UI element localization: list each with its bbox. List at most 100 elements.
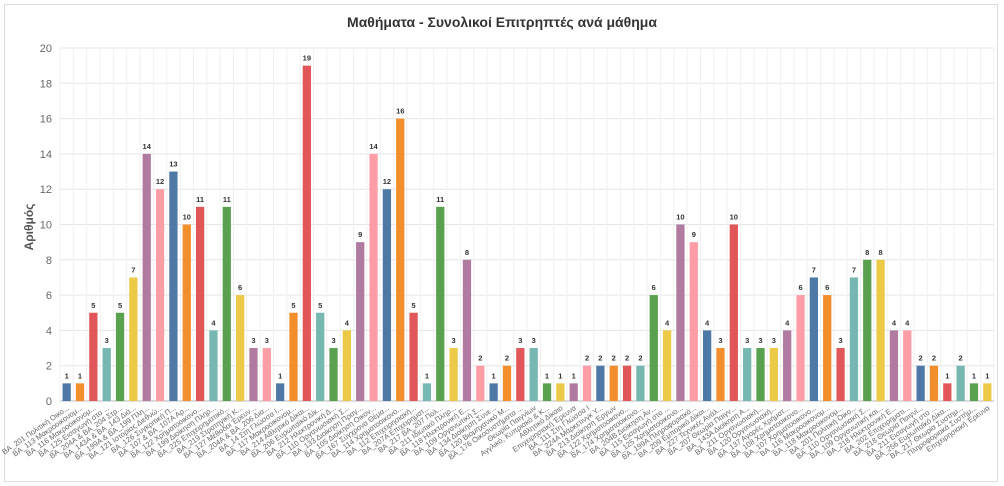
bar[interactable] (102, 348, 111, 401)
bar[interactable] (716, 348, 725, 401)
bar[interactable] (516, 348, 525, 401)
bar[interactable] (462, 259, 472, 401)
bar[interactable] (689, 242, 698, 401)
bar[interactable] (342, 330, 352, 401)
bar[interactable] (289, 312, 298, 401)
bar[interactable] (569, 383, 578, 401)
bar[interactable] (276, 383, 285, 401)
data-label: 4 (211, 318, 216, 327)
bar[interactable] (422, 383, 432, 401)
bar[interactable] (889, 330, 899, 401)
y-tick-label: 6 (46, 290, 52, 302)
bar[interactable] (582, 365, 592, 401)
data-label: 1 (65, 371, 69, 380)
bar[interactable] (969, 383, 979, 401)
data-label: 5 (118, 301, 122, 310)
bar[interactable] (556, 383, 565, 401)
bar[interactable] (783, 330, 792, 401)
data-label: 3 (758, 336, 762, 345)
bar[interactable] (702, 330, 712, 401)
bar[interactable] (662, 330, 672, 401)
bar[interactable] (929, 365, 939, 401)
bar[interactable] (155, 189, 165, 401)
bar[interactable] (743, 348, 752, 401)
bar[interactable] (756, 348, 765, 401)
data-label: 1 (572, 371, 576, 380)
bar[interactable] (262, 348, 271, 401)
bar[interactable] (369, 153, 378, 401)
bar[interactable] (182, 224, 191, 402)
data-label: 3 (251, 336, 255, 345)
data-label: 7 (852, 265, 856, 274)
bar[interactable] (409, 312, 418, 401)
bar[interactable] (769, 348, 778, 401)
bar[interactable] (62, 383, 71, 401)
bar[interactable] (622, 365, 632, 401)
bar[interactable] (916, 365, 925, 401)
bar[interactable] (596, 365, 605, 401)
bar[interactable] (436, 206, 445, 401)
bar[interactable] (649, 295, 658, 401)
y-tick-label: 14 (40, 149, 52, 161)
y-tick-label: 16 (40, 114, 52, 126)
data-label: 5 (291, 301, 295, 310)
bar[interactable] (449, 348, 458, 401)
bar[interactable] (489, 383, 498, 401)
bar[interactable] (75, 383, 85, 401)
data-label: 3 (265, 336, 269, 345)
bar[interactable] (502, 365, 512, 401)
data-label: 2 (505, 354, 509, 363)
y-axis-label: Αριθμός (22, 204, 36, 251)
bar[interactable] (329, 348, 338, 401)
bar[interactable] (636, 365, 645, 401)
bar[interactable] (876, 259, 885, 401)
bar[interactable] (235, 295, 245, 401)
data-label: 2 (638, 354, 642, 363)
bar[interactable] (729, 224, 738, 402)
bar[interactable] (89, 312, 98, 401)
y-tick-label: 20 (40, 43, 52, 55)
bar[interactable] (115, 312, 125, 401)
bar[interactable] (396, 118, 405, 401)
bar[interactable] (809, 277, 819, 401)
data-label: 2 (478, 354, 482, 363)
bar[interactable] (676, 224, 685, 402)
bar[interactable] (823, 295, 832, 401)
bar[interactable] (529, 348, 538, 401)
chart-title: Μαθήματα - Συνολικοί Επιτρηπτές ανά μάθη… (347, 14, 657, 30)
data-label: 7 (812, 265, 816, 274)
bar[interactable] (129, 277, 138, 401)
data-label: 3 (838, 336, 842, 345)
bar[interactable] (836, 348, 845, 401)
bar[interactable] (195, 206, 205, 401)
y-tick-label: 4 (46, 325, 52, 337)
bar[interactable] (302, 65, 311, 402)
data-label: 2 (932, 354, 936, 363)
bar[interactable] (542, 383, 552, 401)
data-label: 14 (143, 142, 152, 151)
bar[interactable] (983, 383, 992, 401)
bars (62, 65, 992, 402)
bar[interactable] (209, 330, 218, 401)
data-label: 5 (411, 301, 415, 310)
bar[interactable] (222, 206, 231, 401)
bar[interactable] (849, 277, 859, 401)
bar[interactable] (956, 365, 965, 401)
bar[interactable] (249, 348, 258, 401)
bar[interactable] (316, 312, 325, 401)
bar[interactable] (142, 153, 151, 401)
bar[interactable] (356, 242, 365, 401)
data-label: 11 (223, 195, 231, 204)
bar[interactable] (169, 171, 178, 401)
bar[interactable] (609, 365, 618, 401)
bar[interactable] (943, 383, 952, 401)
data-label: 4 (705, 318, 710, 327)
bar[interactable] (903, 330, 912, 401)
data-label: 2 (959, 354, 963, 363)
bar[interactable] (382, 189, 392, 401)
bar[interactable] (863, 259, 872, 401)
bar[interactable] (796, 295, 805, 401)
bar[interactable] (476, 365, 485, 401)
data-label: 7 (131, 265, 135, 274)
